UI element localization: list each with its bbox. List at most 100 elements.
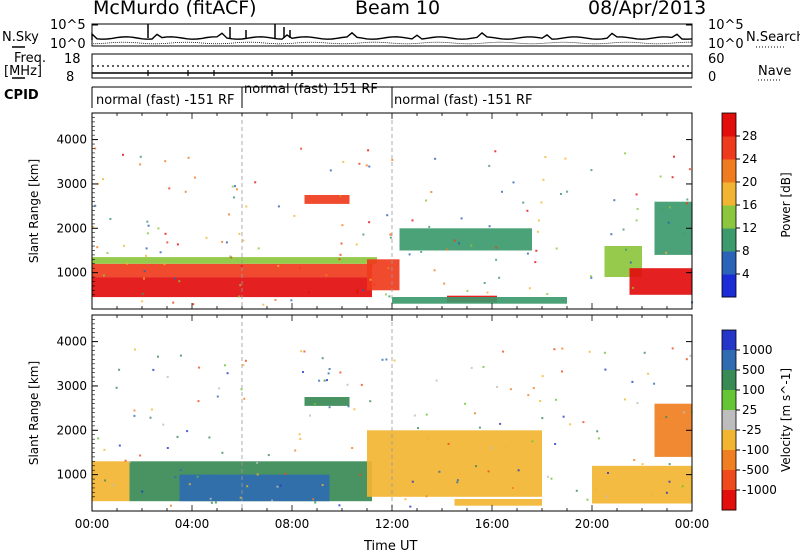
heatmap-speckle	[133, 409, 136, 412]
heatmap-speckle	[294, 449, 297, 452]
heatmap-speckle	[298, 433, 301, 436]
heatmap-speckle	[104, 479, 107, 482]
x-tick-label: 00:00	[75, 517, 110, 531]
heatmap-speckle	[238, 232, 241, 235]
freq-unit-label: [MHz]	[4, 64, 42, 79]
x-tick-label: 12:00	[375, 517, 410, 531]
heatmap-speckle	[245, 205, 248, 208]
heatmap-speckle	[669, 206, 671, 209]
heatmap-speckle	[478, 426, 481, 429]
heatmap-speckle	[647, 372, 650, 375]
heatmap-speckle	[329, 169, 332, 172]
heatmap-speckle	[575, 489, 578, 492]
heatmap-speckle	[632, 286, 635, 289]
noise-tick-low-right: 10^0	[708, 37, 744, 52]
heatmap-speckle	[535, 249, 538, 252]
colorbar-swatch	[722, 182, 736, 206]
heatmap-speckle	[341, 224, 344, 227]
heatmap-speckle	[111, 484, 114, 487]
heatmap-cell	[304, 397, 350, 406]
heatmap-speckle	[228, 213, 230, 216]
heatmap-speckle	[187, 156, 190, 159]
heatmap-speckle	[434, 157, 437, 160]
heatmap-speckle	[425, 413, 428, 416]
heatmap-speckle	[256, 461, 259, 464]
heatmap-speckle	[239, 496, 242, 499]
heatmap-speckle	[179, 354, 182, 357]
heatmap-speckle	[494, 150, 497, 153]
colorbar-frame	[721, 329, 737, 511]
cpid-segment-3: normal (fast) -151 RF	[394, 93, 533, 108]
heatmap-speckle	[96, 246, 99, 249]
heatmap-speckle	[152, 368, 155, 371]
colorbar-swatch	[722, 470, 736, 491]
heatmap-speckle	[537, 219, 540, 222]
heatmap-speckle	[453, 239, 456, 242]
heatmap-speckle	[665, 491, 668, 494]
heatmap-speckle	[365, 164, 368, 167]
heatmap-speckle	[635, 193, 638, 196]
heatmap-cell	[592, 465, 692, 504]
heatmap-speckle	[166, 241, 169, 244]
heatmap-speckle	[103, 448, 106, 451]
heatmap-speckle	[327, 372, 330, 375]
heatmap-speckle	[381, 358, 384, 361]
heatmap-speckle	[554, 443, 557, 445]
heatmap-speckle	[164, 160, 167, 163]
colorbar-tick-label: -100	[742, 443, 769, 457]
heatmap-speckle	[544, 156, 547, 159]
heatmap-speckle	[588, 350, 591, 353]
heatmap-speckle	[184, 190, 187, 193]
heatmap-speckle	[386, 214, 389, 217]
heatmap-speckle	[443, 282, 446, 285]
y-axis-label: Slant Range [km]	[27, 361, 41, 465]
heatmap-speckle	[550, 477, 553, 480]
heatmap-speckle	[665, 416, 668, 419]
heatmap-speckle	[102, 178, 104, 181]
heatmap-speckle	[659, 175, 662, 178]
heatmap-speckle	[541, 417, 544, 420]
heatmap-speckle	[586, 498, 589, 501]
heatmap-speckle	[613, 199, 616, 202]
heatmap-speckle	[536, 230, 539, 233]
heatmap-speckle	[470, 366, 473, 369]
noise-search-label: N.Search	[746, 30, 800, 45]
heatmap-speckle	[339, 195, 342, 197]
heatmap-speckle	[102, 274, 105, 277]
heatmap-speckle	[539, 400, 542, 402]
heatmap-speckle	[221, 451, 224, 454]
heatmap-speckle	[425, 495, 428, 498]
heatmap-speckle	[221, 240, 224, 243]
heatmap-speckle	[368, 221, 371, 224]
heatmap-speckle	[661, 208, 664, 211]
heatmap-speckle	[643, 351, 646, 354]
heatmap-speckle	[369, 278, 372, 281]
heatmap-speckle	[267, 454, 270, 457]
heatmap-speckle	[358, 162, 361, 165]
heatmap-speckle	[604, 368, 607, 371]
heatmap-speckle	[411, 480, 414, 483]
heatmap-speckle	[658, 417, 661, 420]
x-tick-label: 16:00	[475, 517, 510, 531]
heatmap-speckle	[610, 233, 613, 236]
heatmap-speckle	[629, 261, 632, 264]
cpid-label: CPID	[4, 88, 39, 103]
heatmap-speckle	[682, 411, 685, 414]
heatmap-speckle	[274, 299, 277, 301]
heatmap-speckle	[356, 291, 359, 294]
heatmap-speckle	[625, 248, 627, 251]
colorbar-swatch	[722, 274, 736, 298]
heatmap-speckle	[566, 190, 569, 193]
colorbar-tick-label: 28	[742, 129, 757, 143]
colorbar-tick-label: -500	[742, 463, 769, 477]
heatmap-speckle	[553, 348, 556, 351]
heatmap-speckle	[124, 459, 127, 462]
heatmap-speckle	[146, 220, 149, 223]
heatmap-cell	[179, 474, 330, 502]
heatmap-speckle	[547, 475, 549, 478]
colorbar-tick-label: 24	[742, 152, 757, 166]
heatmap-cell	[654, 403, 692, 457]
heatmap-speckle	[425, 199, 427, 202]
heatmap-speckle	[590, 276, 593, 279]
heatmap-speckle	[653, 382, 656, 385]
